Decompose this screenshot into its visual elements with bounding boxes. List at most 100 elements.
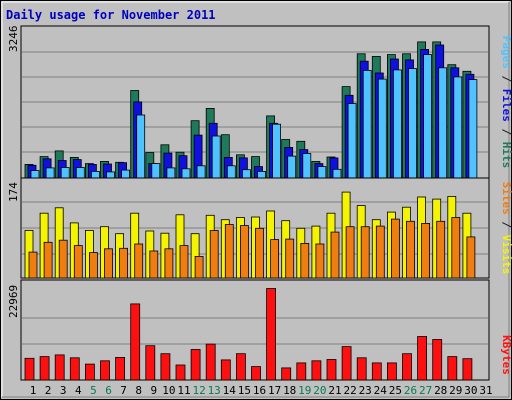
panel-3-legend: KBytes: [500, 335, 512, 375]
panel-1-legend-item-4: /: [500, 122, 512, 142]
bar-kbytes-day-25: [386, 362, 397, 381]
bar-pages-day-4: [75, 167, 85, 179]
bar-kbytes-day-15: [235, 353, 246, 381]
x-tick-label-day-27: 27: [419, 384, 432, 397]
panel-1-legend-item-1: Pages: [500, 36, 512, 69]
bar-kbytes-day-1: [24, 357, 35, 381]
bar-sites-day-7: [119, 247, 128, 279]
bar-sites-day-23: [360, 226, 370, 279]
panel-2-bars: [24, 191, 476, 279]
chart-title: Daily usage for November 2011: [6, 8, 216, 22]
bar-kbytes-day-3: [54, 354, 65, 381]
panel-3-grid: [22, 317, 488, 345]
x-tick-label-day-12: 12: [192, 384, 205, 397]
panel-2-max-label: 174: [7, 182, 20, 202]
bar-sites-day-29: [451, 217, 461, 279]
bar-pages-day-7: [121, 169, 130, 179]
bar-pages-day-13: [211, 135, 221, 179]
bar-sites-day-10: [164, 248, 174, 279]
bar-sites-day-8: [134, 243, 144, 279]
x-tick-label-day-29: 29: [449, 384, 462, 397]
panel-3-max-label: 22969: [7, 285, 20, 318]
x-tick-label-day-10: 10: [162, 384, 175, 397]
bar-sites-day-2: [43, 241, 53, 279]
bar-kbytes-day-9: [145, 345, 156, 381]
panel-3-legend-item-1: KBytes: [500, 335, 512, 375]
x-tick-label-day-18: 18: [283, 384, 296, 397]
bar-pages-day-1: [30, 170, 40, 179]
bar-kbytes-day-6: [100, 360, 110, 381]
bar-pages-day-28: [438, 67, 448, 179]
panel-2-legend-item-3: Visits: [500, 235, 512, 275]
bar-kbytes-day-19: [296, 362, 307, 381]
bar-pages-day-29: [453, 76, 463, 179]
bar-kbytes-day-21: [326, 359, 337, 381]
panel-1-bars: [24, 41, 478, 179]
x-tick-label-day-7: 7: [120, 384, 127, 397]
x-tick-label-day-28: 28: [434, 384, 447, 397]
bar-pages-day-16: [257, 170, 266, 179]
bar-pages-day-19: [302, 153, 312, 179]
panel-1-legend-item-3: Files: [500, 89, 512, 122]
bar-pages-day-30: [468, 79, 478, 179]
panel-2-legend-item-1: Sites: [500, 182, 512, 215]
panel-1-legend: Pages / Files / Hits: [500, 36, 512, 169]
bar-sites-day-5: [89, 252, 98, 279]
x-tick-label-day-19: 19: [298, 384, 311, 397]
bar-pages-day-5: [91, 170, 100, 179]
bar-pages-day-12: [196, 165, 206, 179]
x-tick-label-day-21: 21: [328, 384, 341, 397]
bar-kbytes-day-29: [447, 356, 458, 381]
x-tick-label-day-3: 3: [60, 384, 67, 397]
panel-3-bars: [24, 288, 473, 381]
bar-pages-day-14: [226, 165, 236, 179]
x-tick-label-day-2: 2: [45, 384, 52, 397]
bar-pages-day-18: [287, 155, 297, 179]
bar-kbytes-day-23: [356, 357, 367, 381]
bar-pages-day-26: [408, 68, 417, 179]
bar-kbytes-day-2: [39, 356, 50, 381]
x-tick-label-day-25: 25: [389, 384, 402, 397]
bar-kbytes-day-4: [69, 357, 80, 381]
x-tick-label-day-14: 14: [223, 384, 237, 397]
bar-pages-day-22: [347, 103, 357, 179]
panel-2-legend-item-2: /: [500, 215, 512, 235]
x-tick-label-day-15: 15: [238, 384, 251, 397]
bar-pages-day-9: [151, 163, 161, 179]
x-tick-label-day-31: 31: [479, 384, 492, 397]
bar-kbytes-day-7: [115, 356, 125, 381]
x-tick-label-day-30: 30: [464, 384, 477, 397]
x-tick-label-day-20: 20: [313, 384, 326, 397]
bar-sites-day-22: [345, 226, 355, 279]
bar-kbytes-day-12: [190, 349, 201, 381]
bar-pages-day-21: [332, 168, 342, 179]
bar-pages-day-6: [106, 171, 115, 179]
x-tick-label-day-9: 9: [150, 384, 157, 397]
panel-1-max-label: 3246: [7, 26, 20, 53]
bar-kbytes-day-24: [371, 362, 382, 381]
bar-pages-day-20: [317, 166, 327, 179]
x-tick-label-day-1: 1: [30, 384, 37, 397]
bar-pages-day-10: [166, 167, 176, 179]
bar-sites-day-15: [239, 225, 249, 279]
x-tick-label-day-8: 8: [135, 384, 142, 397]
bar-kbytes-day-10: [160, 353, 171, 381]
bar-kbytes-day-27: [417, 336, 428, 381]
x-tick-label-day-5: 5: [90, 384, 97, 397]
bar-pages-day-8: [136, 114, 146, 179]
bar-sites-day-16: [255, 227, 264, 279]
bar-sites-day-18: [285, 238, 295, 279]
x-tick-label-day-6: 6: [105, 384, 112, 397]
bar-sites-day-4: [73, 245, 83, 279]
bar-pages-day-27: [423, 54, 433, 179]
x-tick-label-day-17: 17: [268, 384, 281, 397]
x-tick-label-day-4: 4: [75, 384, 82, 397]
bar-kbytes-day-17: [266, 288, 277, 381]
bar-kbytes-day-18: [281, 367, 292, 381]
x-axis-day-labels: 1 2 3 4 5 6 7 8 9 10 11 12 13 14 15 16 17 18 19 20 21 22 23 24 2…: [30, 384, 493, 397]
bar-sites-day-17: [270, 239, 280, 279]
bar-kbytes-day-28: [432, 339, 443, 381]
bar-sites-day-25: [390, 218, 400, 279]
bar-kbytes-day-14: [220, 359, 231, 381]
x-tick-label-day-11: 11: [177, 384, 190, 397]
